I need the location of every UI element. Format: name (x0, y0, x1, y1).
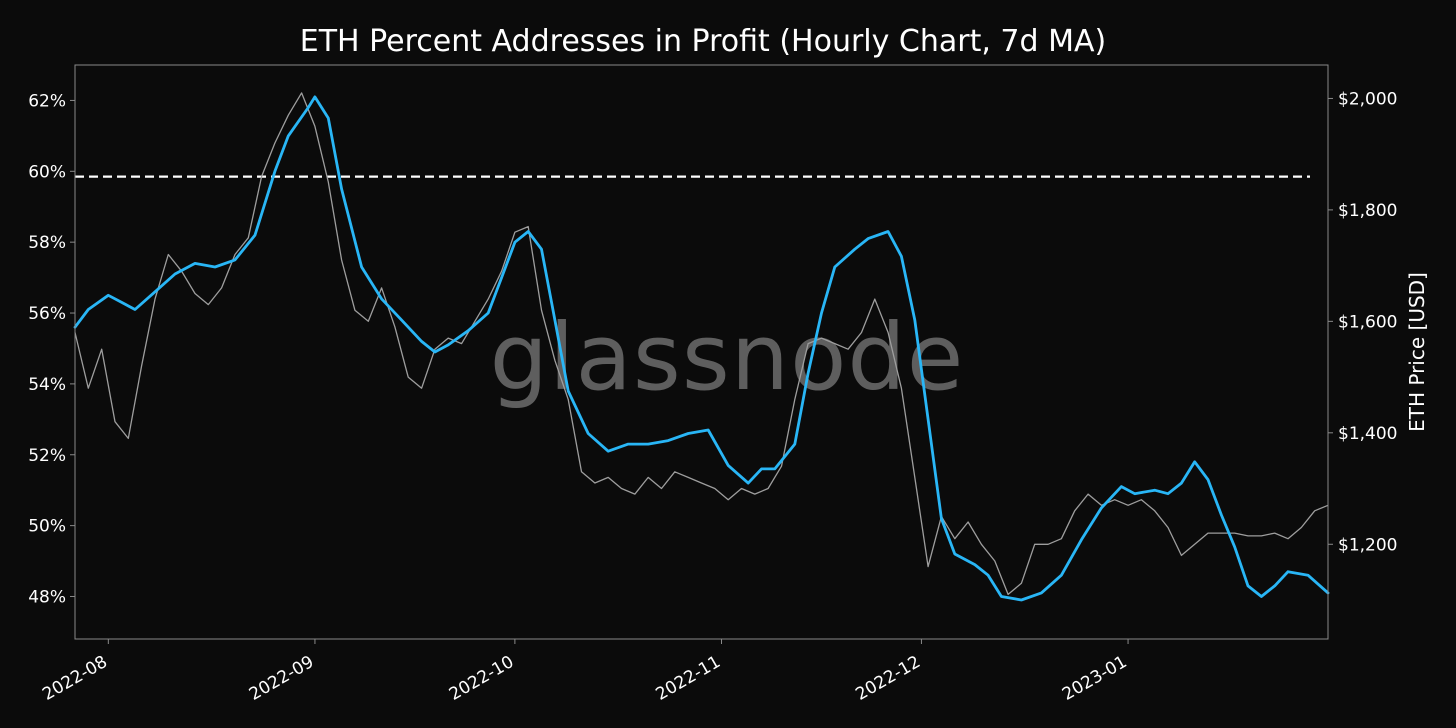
y-right-tick-label: $1,400 (1338, 424, 1397, 444)
y-axis-left: 48% 50% 52% 54% 56% 58% 60% 62% (28, 91, 75, 607)
y-left-tick-label: 58% (28, 233, 66, 253)
y-right-tick-label: $2,000 (1338, 89, 1397, 109)
y-axis-right: $1,200 $1,400 $1,600 $1,800 $2,000 (1328, 89, 1397, 555)
y-right-tick-label: $1,600 (1338, 312, 1397, 332)
y-left-tick-label: 60% (28, 162, 66, 182)
y-right-tick-label: $1,800 (1338, 201, 1397, 221)
y-left-tick-label: 48% (28, 587, 66, 607)
y-right-tick-label: $1,200 (1338, 535, 1397, 555)
y-left-tick-label: 50% (28, 517, 66, 537)
y-left-tick-label: 52% (28, 446, 66, 466)
y-left-tick-label: 54% (28, 375, 66, 395)
chart-title: ETH Percent Addresses in Profit (Hourly … (300, 24, 1106, 59)
eth-price-line (74, 92, 1329, 596)
y-left-tick-label: 56% (28, 304, 66, 324)
y-axis-right-label: ETH Price [USD] (1405, 272, 1429, 432)
series-layer (73, 92, 1330, 602)
y-left-tick-label: 62% (28, 91, 66, 111)
plot-frame (74, 64, 1329, 640)
percent-in-profit-line (73, 95, 1330, 602)
